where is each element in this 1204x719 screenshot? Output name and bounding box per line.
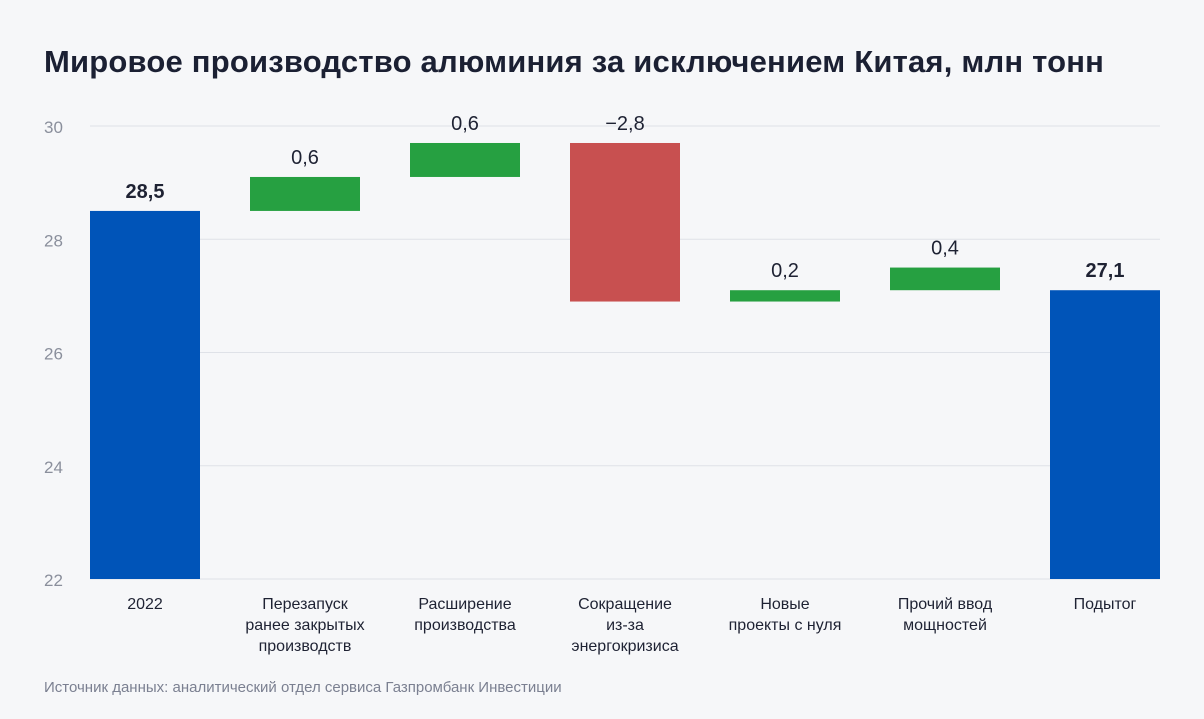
category-label: Перезапуск — [262, 596, 349, 613]
category-label: ранее закрытых — [245, 617, 364, 634]
total-bar — [90, 210, 200, 579]
category-label: Расширение — [418, 596, 511, 613]
category-label: производств — [259, 638, 352, 655]
category-labels: 2022 Перезапуск ранее закрытых производств Р… — [127, 596, 1136, 655]
category-label: 2022 — [127, 596, 163, 613]
value-label: 0,4 — [931, 238, 959, 260]
category-label: Подытог — [1074, 596, 1137, 613]
category-label: мощностей — [903, 617, 987, 634]
value-label: 0,6 — [451, 113, 479, 135]
category-label: проекты с нуля — [729, 617, 842, 634]
increase-bar — [890, 267, 1000, 291]
category-label: Новые — [760, 596, 809, 613]
value-label: 0,2 — [771, 260, 799, 282]
y-tick-label: 24 — [44, 458, 63, 477]
category-label: производства — [414, 617, 516, 634]
y-tick-label: 28 — [44, 231, 63, 250]
increase-bar — [730, 290, 840, 302]
increase-bar — [250, 176, 360, 211]
value-labels: 28,5 0,6 0,6 −2,8 0,2 0,4 27,1 — [126, 113, 1125, 282]
bars — [90, 142, 1160, 579]
value-label: 0,6 — [291, 147, 319, 169]
value-label: 27,1 — [1086, 260, 1125, 282]
source-note: Источник данных: аналитический отдел сер… — [44, 679, 562, 696]
total-bar — [1050, 290, 1160, 579]
value-label: 28,5 — [126, 181, 165, 203]
y-tick-label: 30 — [44, 118, 63, 137]
category-label: Прочий ввод — [898, 596, 993, 613]
y-tick-label: 26 — [44, 345, 63, 364]
category-label: Сокращение — [578, 596, 672, 613]
value-label: −2,8 — [605, 113, 644, 135]
increase-bar — [410, 142, 520, 177]
category-label: энергокризиса — [571, 638, 678, 655]
chart-title: Мировое производство алюминия за исключе… — [44, 44, 1105, 79]
y-axis-ticks: 22 24 26 28 30 — [44, 118, 63, 590]
y-tick-label: 22 — [44, 571, 63, 590]
decrease-bar — [570, 142, 680, 302]
category-label: из-за — [606, 617, 644, 634]
